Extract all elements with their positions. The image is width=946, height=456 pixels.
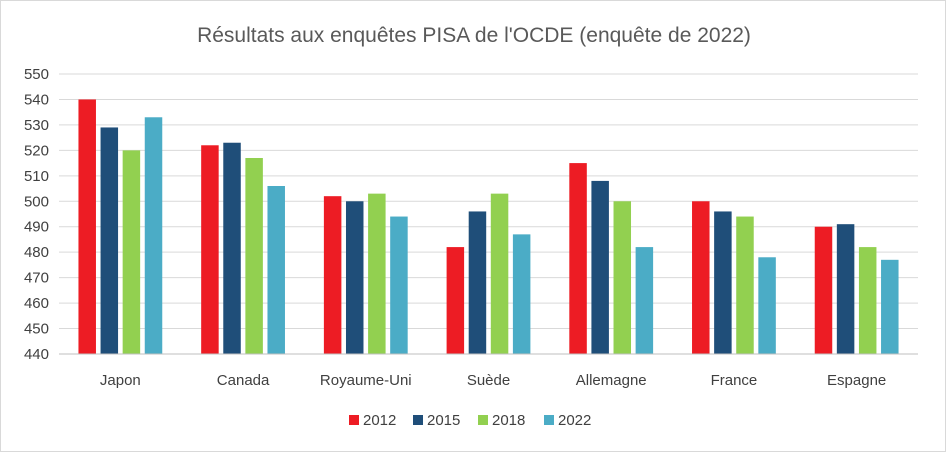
bar-2022 <box>144 117 163 354</box>
chart-title: Résultats aux enquêtes PISA de l'OCDE (e… <box>197 24 751 47</box>
bar-2018 <box>368 193 386 354</box>
bar-2022 <box>881 259 899 354</box>
y-tick-label: 540 <box>24 91 49 108</box>
bar-2015 <box>223 142 241 354</box>
legend-swatch <box>413 415 423 425</box>
legend-label: 2022 <box>558 412 591 429</box>
bar-2018 <box>736 216 754 354</box>
x-tick-label: France <box>711 372 758 389</box>
x-axis-labels: Japon Canada Royaume-Uni Suède Allemagne Fran… <box>100 372 886 389</box>
bar-2022 <box>390 216 408 354</box>
y-tick-label: 520 <box>24 142 49 159</box>
y-tick-label: 470 <box>24 270 49 287</box>
bar-2022 <box>635 247 654 354</box>
x-tick-label: Suède <box>467 372 510 389</box>
bar-2018 <box>490 193 509 354</box>
y-tick-label: 550 <box>24 66 49 83</box>
bar-2012 <box>692 201 710 354</box>
y-tick-label: 480 <box>24 244 49 261</box>
legend-swatch <box>349 415 359 425</box>
bar-2018 <box>858 247 877 354</box>
x-tick-label: Royaume-Uni <box>320 372 412 389</box>
bar-2015 <box>836 224 855 354</box>
y-tick-label: 460 <box>24 295 49 312</box>
x-tick-label: Allemagne <box>576 372 647 389</box>
bar-2012 <box>446 247 465 354</box>
bar-2022 <box>758 257 776 354</box>
bar-2015 <box>345 201 364 354</box>
y-tick-label: 490 <box>24 219 49 236</box>
legend-swatch <box>544 415 554 425</box>
x-tick-label: Japon <box>100 372 141 389</box>
y-tick-label: 500 <box>24 193 49 210</box>
y-tick-label: 510 <box>24 168 49 185</box>
bar-2018 <box>613 201 632 354</box>
y-tick-label: 450 <box>24 321 49 338</box>
gridlines <box>59 73 918 330</box>
x-tick-label: Canada <box>217 372 270 389</box>
bar-2012 <box>323 196 342 354</box>
y-tick-label: 530 <box>24 117 49 134</box>
x-tick-label: Espagne <box>827 372 886 389</box>
legend-label: 2012 <box>363 412 396 429</box>
y-tick-label: 440 <box>24 346 49 363</box>
bar-2012 <box>201 145 219 354</box>
bar-2018 <box>122 150 141 354</box>
bar-2015 <box>100 127 119 354</box>
legend-label: 2018 <box>492 412 525 429</box>
bar-2012 <box>78 99 96 354</box>
bar-2015 <box>714 211 732 354</box>
bars <box>78 99 899 354</box>
bar-2015 <box>591 180 609 354</box>
bar-2012 <box>814 226 833 354</box>
bar-2018 <box>245 158 263 354</box>
bar-2022 <box>267 186 285 354</box>
legend-swatch <box>478 415 488 425</box>
bar-2012 <box>569 163 587 354</box>
bar-2015 <box>468 211 487 354</box>
bar-2022 <box>512 234 531 354</box>
legend: 2012 2015 2018 2022 <box>349 412 591 429</box>
legend-label: 2015 <box>427 412 460 429</box>
y-axis-ticks: 440 450 460 470 480 490 500 510 520 530 540 550 <box>24 66 49 363</box>
